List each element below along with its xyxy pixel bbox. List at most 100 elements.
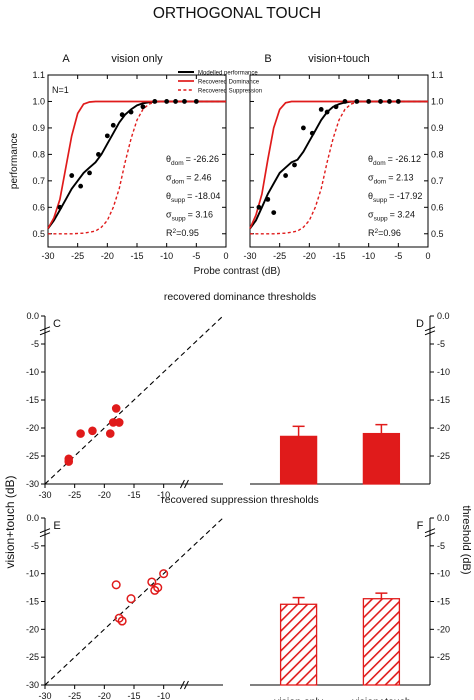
x-tick-label: -20	[101, 251, 114, 261]
x-tick-label: -30	[41, 251, 54, 261]
data-point	[173, 99, 178, 104]
stat-symbol: R	[368, 228, 375, 238]
identity-line	[44, 315, 224, 485]
y-tick-label: -30	[26, 479, 39, 489]
axis-break	[39, 528, 51, 534]
series-line-1	[47, 100, 226, 229]
axis-break	[424, 532, 436, 538]
scatter-point	[64, 457, 74, 466]
x-tick-label: -15	[332, 251, 345, 261]
axis-break	[424, 330, 436, 336]
stat-label: θsupp = -17.92	[368, 191, 422, 204]
stat-label: θdom = -26.26	[166, 154, 219, 167]
x-tick-label: 0	[223, 251, 228, 261]
data-point	[87, 170, 92, 176]
stat-symbol: σ	[368, 173, 374, 183]
y-tick-label: -5	[437, 541, 445, 551]
y-tick-label: -30	[26, 680, 39, 690]
stat-label: σsupp = 3.16	[166, 210, 213, 223]
x-tick-label: -30	[38, 691, 51, 700]
stat-value: =0.96	[378, 228, 401, 238]
axis-break	[183, 680, 189, 690]
stat-label: R2=0.95	[166, 228, 199, 238]
figure-title: ORTHOGONAL TOUCH	[153, 5, 321, 22]
category-label: vision only	[274, 696, 324, 700]
data-point	[333, 104, 339, 110]
stat-subscript: supp	[171, 197, 185, 204]
scatter-point	[76, 429, 85, 438]
scatter-point	[126, 594, 136, 604]
y-tick-label: 1.0	[32, 96, 45, 106]
data-point	[119, 112, 125, 118]
stat-subscript: supp	[172, 216, 186, 223]
data-point	[324, 109, 330, 115]
scatter-point	[105, 429, 115, 438]
stat-value: = 2.46	[186, 173, 211, 183]
panel-f: -25 -20 -15 -10 -5 0.0 vision only vision+touch…	[250, 513, 450, 700]
category-label: vision+touch	[352, 696, 411, 700]
x-tick-label: -25	[68, 691, 81, 700]
y-tick-label: 0.6	[32, 202, 45, 212]
y-tick-label: -15	[26, 395, 39, 405]
stat-subscript: dom	[374, 179, 387, 186]
y-tick-label: 0.7	[32, 176, 45, 186]
axis-break	[424, 528, 436, 534]
panel-letter: C	[53, 318, 61, 330]
y-tick-label: 0.8	[32, 149, 45, 159]
y-tick-label: -5	[31, 339, 39, 349]
stat-subscript: supp	[373, 197, 387, 204]
data-point	[57, 204, 63, 210]
x-tick-label: -25	[68, 490, 81, 500]
stat-label: R2=0.96	[368, 228, 401, 238]
y-tick-label: -25	[437, 652, 450, 662]
y-tick-label: -5	[31, 541, 39, 551]
x-tick-label: -30	[38, 490, 51, 500]
stat-value: = -26.12	[388, 154, 421, 164]
axis-break	[39, 532, 51, 538]
stat-subscript: dom	[172, 179, 185, 186]
legend-label: Modelled performance	[198, 71, 258, 77]
legend-label: Recovered Suppression	[198, 89, 262, 95]
data-point	[140, 104, 146, 110]
panel-letter: F	[417, 520, 424, 532]
panel-title: recovered dominance thresholds	[164, 291, 316, 303]
panel-title: vision only	[111, 53, 163, 65]
x-tick-label: -25	[273, 251, 286, 261]
y-axis-label: performance	[9, 132, 20, 189]
x-tick-label: -10	[157, 691, 170, 700]
y-tick-label: -25	[437, 451, 450, 461]
scatter-point	[153, 583, 163, 593]
panel-a: -30 -25 -20 -15 -10 -5 0 0.5 0.6 0.7 0.8 0.9 1.0 1.1 A…	[9, 53, 280, 277]
bar	[279, 603, 318, 686]
stat-symbol: R	[166, 228, 173, 238]
panel-letter: E	[53, 520, 60, 532]
stat-symbol: σ	[166, 173, 172, 183]
data-point	[78, 183, 84, 189]
data-point	[354, 99, 360, 104]
x-tick-label: -10	[362, 251, 375, 261]
stat-subscript: dom	[373, 160, 386, 167]
stat-symbol: θ	[368, 191, 373, 201]
panel-letter: A	[62, 53, 70, 65]
stat-label: σdom = 2.46	[166, 173, 212, 186]
x-tick-label: -20	[98, 691, 111, 700]
stat-label: σsupp = 3.24	[368, 210, 415, 223]
bar	[362, 432, 401, 485]
scatter-point	[111, 580, 121, 590]
scatter-point	[88, 426, 97, 436]
y-tick-label: -10	[26, 569, 39, 579]
bar	[362, 598, 401, 686]
data-point	[164, 99, 170, 104]
y-tick-label: -5	[437, 339, 445, 349]
data-point	[193, 99, 199, 104]
stat-label: σdom = 2.13	[368, 173, 414, 186]
x-tick-label: -5	[192, 251, 200, 261]
panel-c: -30 -25 -20 -15 -10 -5 0.0 -30 -25 -20 -15 -10 Creco…	[26, 291, 316, 500]
stat-subscript: dom	[171, 160, 184, 167]
x-tick-label: -15	[127, 691, 140, 700]
x-tick-label: -10	[157, 490, 170, 500]
y-tick-label: -10	[26, 367, 39, 377]
data-point	[128, 109, 134, 115]
